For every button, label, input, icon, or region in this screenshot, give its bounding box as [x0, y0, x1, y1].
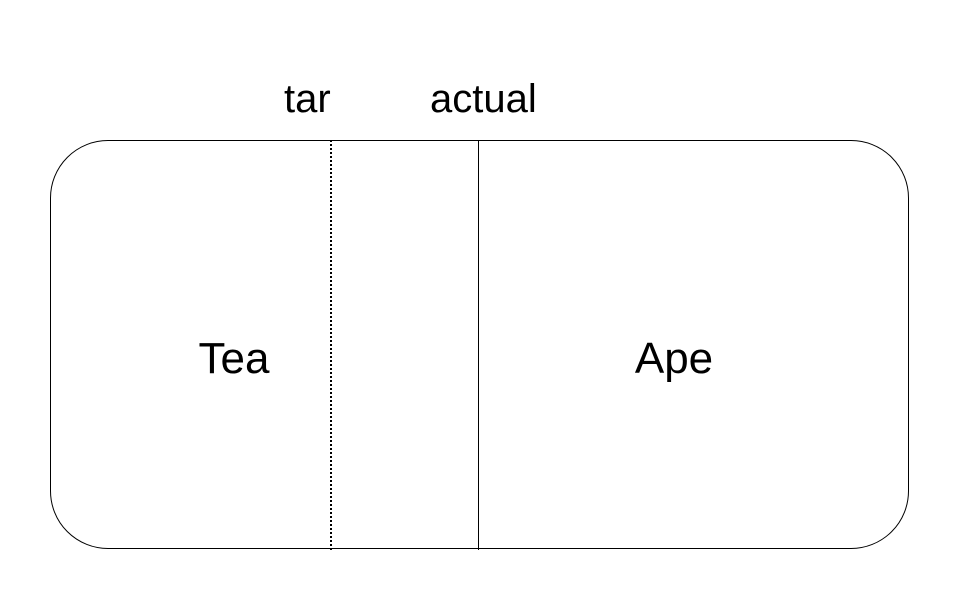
actual-divider-solid-line — [478, 140, 479, 550]
target-divider-dotted-line — [330, 140, 332, 550]
target-marker-label: tar — [284, 77, 331, 121]
actual-marker-label: actual — [430, 77, 537, 121]
left-region-label: Tea — [198, 334, 270, 383]
rounded-container-box — [50, 140, 909, 549]
right-region-label: Ape — [634, 334, 714, 383]
